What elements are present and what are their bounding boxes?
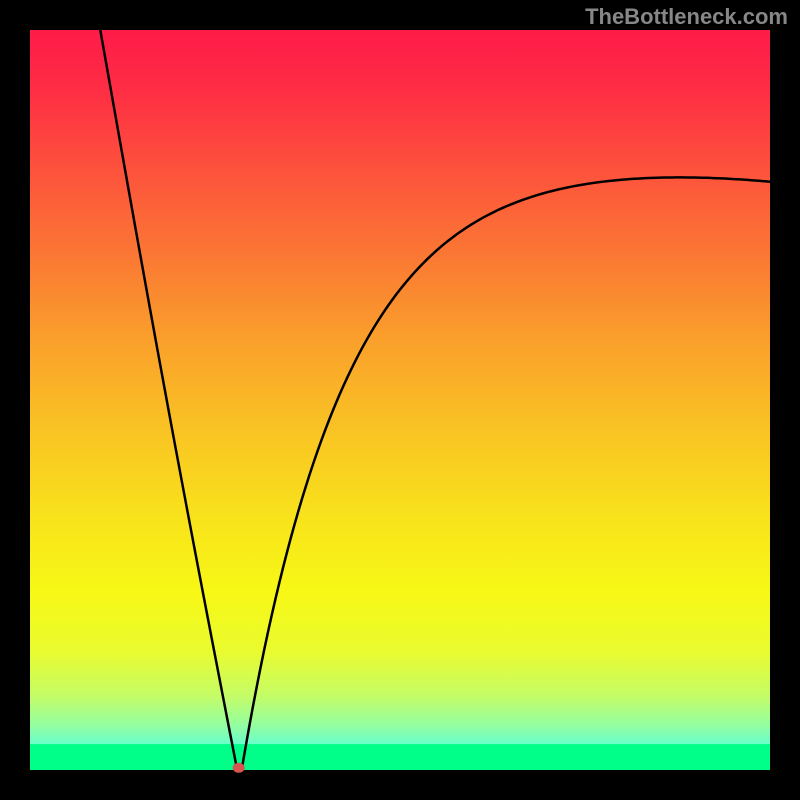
- optimal-point-marker: [233, 763, 245, 773]
- green-band: [30, 744, 770, 770]
- bottleneck-chart: [0, 0, 800, 800]
- chart-container: TheBottleneck.com: [0, 0, 800, 800]
- watermark-text: TheBottleneck.com: [585, 4, 788, 30]
- plot-gradient: [30, 30, 770, 770]
